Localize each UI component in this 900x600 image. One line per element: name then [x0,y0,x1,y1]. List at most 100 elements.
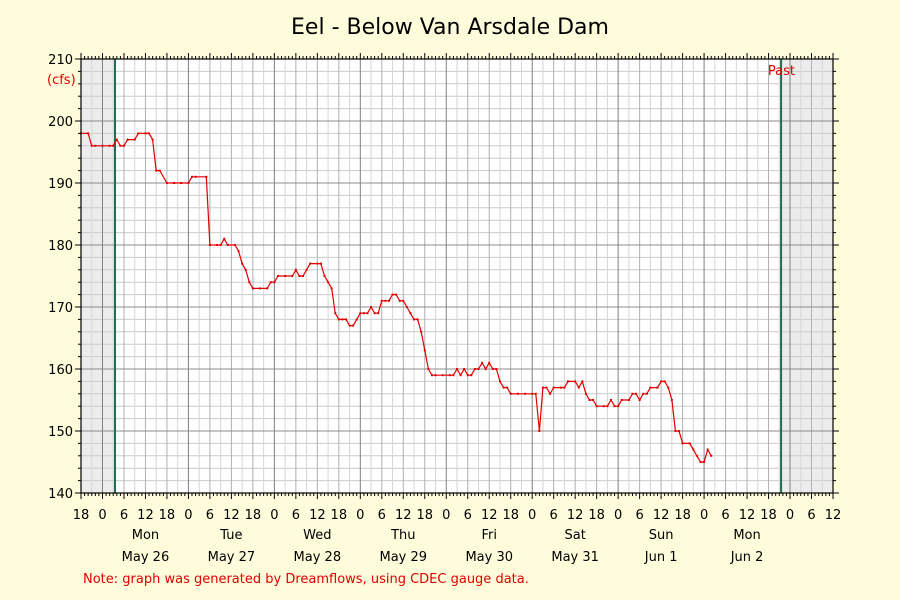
day-label: Tue [219,528,242,543]
x-tick-label: 0 [700,508,708,523]
data-point [667,386,670,389]
data-point [631,392,634,395]
data-point [216,244,219,246]
data-point [251,287,254,290]
x-tick-label: 12 [739,508,756,523]
data-point [674,430,677,432]
x-tick-label: 6 [120,508,128,523]
data-point [180,182,183,184]
data-point [495,368,498,370]
data-point [219,244,222,246]
data-point [545,386,548,389]
data-point [552,386,555,389]
data-point [692,448,695,451]
x-tick-label: 6 [378,508,386,523]
data-point [248,281,251,284]
data-point [373,312,376,315]
x-tick-label: 18 [760,508,777,523]
data-point [416,318,419,321]
x-tick-label: 0 [528,508,536,523]
data-point [466,374,469,377]
data-point [498,380,501,383]
data-point [581,380,584,383]
x-tick-label: 6 [464,508,472,523]
x-tick-label: 18 [331,508,348,523]
date-label: May 29 [380,550,428,565]
data-point [534,392,537,395]
data-point [627,399,630,401]
data-point [538,430,541,432]
x-tick-label: 0 [442,508,450,523]
data-point [398,299,401,302]
data-point [173,182,176,184]
date-label: May 31 [551,550,599,565]
y-tick-label: 160 [48,363,73,378]
x-tick-label: 12 [223,508,240,523]
data-point [330,287,333,290]
data-point [151,138,154,141]
data-point [294,268,297,271]
data-point [341,318,344,321]
data-point [456,368,458,370]
data-point [273,281,276,284]
axis-ticks [75,53,839,499]
data-point [115,138,118,141]
chart-title: Eel - Below Van Arsdale Dam [291,15,609,40]
data-point [119,144,122,147]
date-label: May 26 [122,550,170,565]
x-tick-label: 18 [245,508,262,523]
data-point [477,368,480,370]
data-point [452,374,455,377]
x-tick-label: 18 [416,508,433,523]
data-point [395,293,398,296]
x-tick-label: 18 [674,508,691,523]
data-point [459,374,462,377]
data-point [101,144,104,147]
x-tick-label: 6 [550,508,558,523]
data-point [402,299,405,302]
data-point [137,132,140,135]
data-point [126,138,129,141]
data-point [87,132,90,135]
data-point [309,262,312,265]
day-label: Mon [132,528,159,543]
data-point [481,361,484,364]
data-point [602,405,605,408]
source-note: Note: graph was generated by Dreamflows,… [83,572,529,587]
data-point [269,281,272,284]
data-point [194,175,197,178]
data-point [344,318,347,321]
data-point [706,448,709,451]
data-point [112,144,115,147]
data-point [427,368,430,370]
data-point [663,380,666,383]
data-point [144,132,147,135]
day-label: Mon [733,528,760,543]
x-tick-label: 0 [98,508,106,523]
y-tick-label: 180 [48,239,73,254]
data-point [491,368,494,370]
data-point [366,312,369,315]
day-label: Wed [303,528,331,543]
x-tick-label: 12 [137,508,154,523]
data-point [473,368,476,370]
data-point [567,380,570,383]
data-point [205,175,208,178]
shade-before-range [81,59,116,493]
grid [80,59,834,493]
day-label: Fri [481,528,497,543]
data-point [327,281,330,284]
x-tick-label: 0 [356,508,364,523]
shade-after-range [781,59,833,493]
data-point [563,386,566,389]
data-point [165,182,168,184]
data-point [90,144,93,147]
data-point [409,312,412,315]
data-point [155,169,158,172]
data-point [699,461,702,463]
data-point [524,392,527,395]
x-tick-label: 6 [721,508,729,523]
data-point [384,299,387,302]
data-point [434,374,437,377]
data-point [703,461,706,463]
